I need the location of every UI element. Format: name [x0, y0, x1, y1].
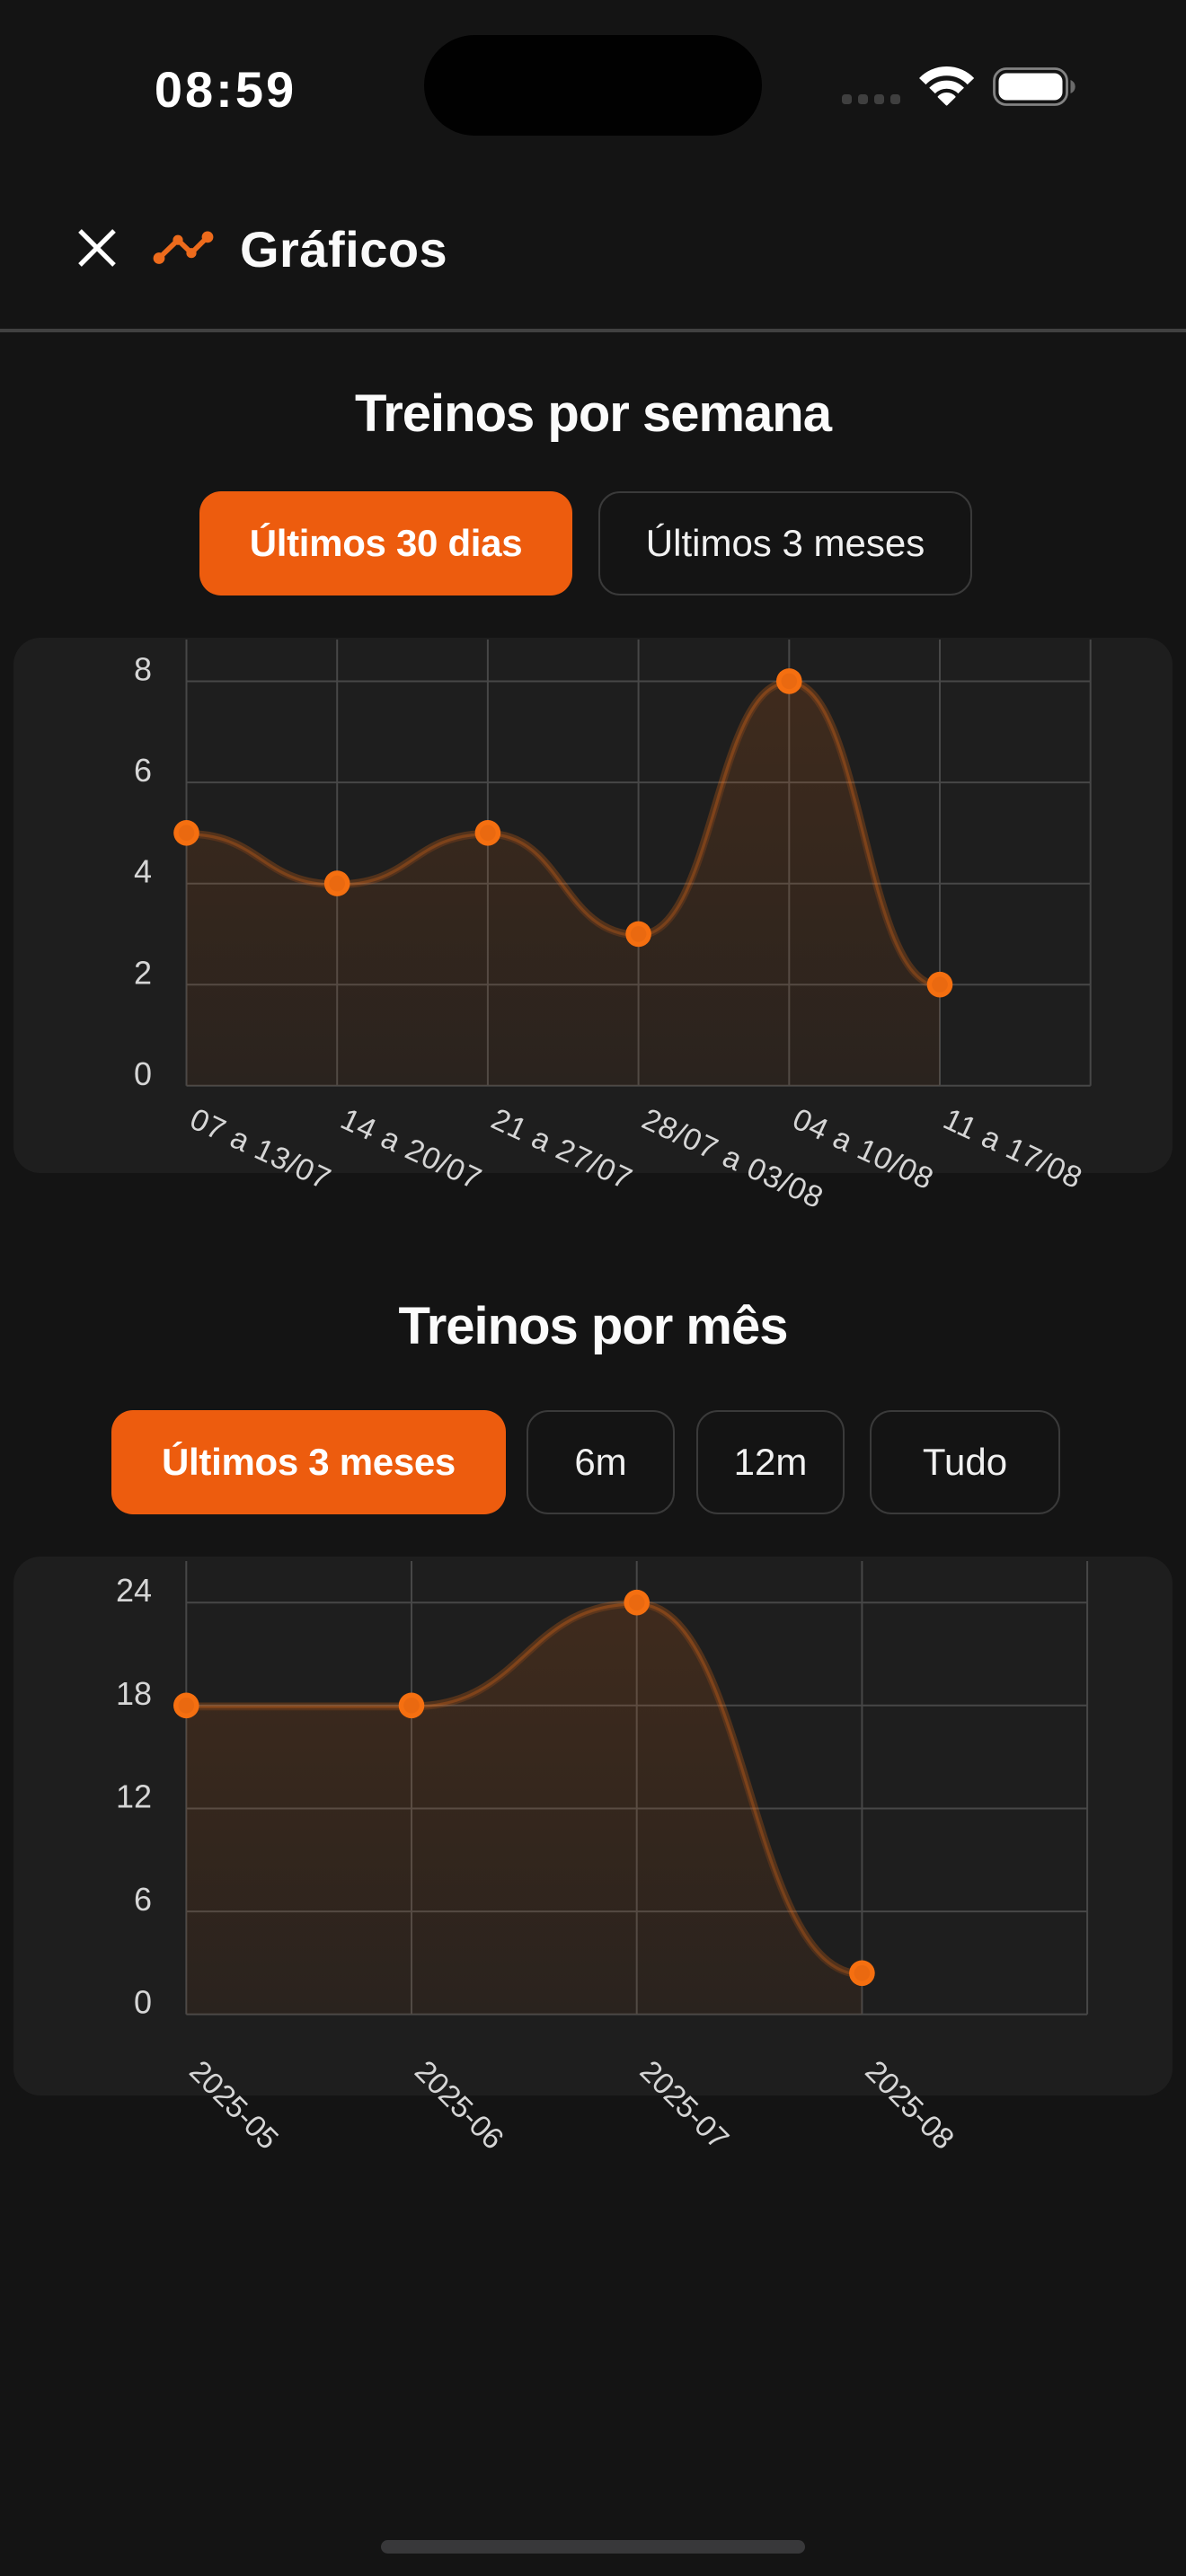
svg-text:18: 18 [116, 1675, 152, 1712]
svg-text:2025-05: 2025-05 [182, 2054, 284, 2156]
svg-text:2025-07: 2025-07 [633, 2054, 735, 2156]
svg-text:6: 6 [134, 752, 152, 789]
svg-text:0: 0 [134, 1055, 152, 1092]
svg-text:2: 2 [134, 954, 152, 991]
svg-text:24: 24 [116, 1572, 152, 1609]
svg-text:12: 12 [116, 1778, 152, 1815]
svg-text:0: 0 [134, 1984, 152, 2021]
svg-text:6: 6 [134, 1881, 152, 1918]
svg-text:21 a 27/07: 21 a 27/07 [486, 1102, 638, 1197]
svg-text:07 a 13/07: 07 a 13/07 [185, 1102, 337, 1197]
svg-text:14 a 20/07: 14 a 20/07 [335, 1102, 487, 1197]
svg-text:4: 4 [134, 853, 152, 890]
svg-text:2025-06: 2025-06 [408, 2054, 509, 2156]
svg-text:11 a 17/08: 11 a 17/08 [938, 1102, 1087, 1195]
svg-text:8: 8 [134, 651, 152, 688]
svg-text:2025-08: 2025-08 [858, 2054, 960, 2156]
